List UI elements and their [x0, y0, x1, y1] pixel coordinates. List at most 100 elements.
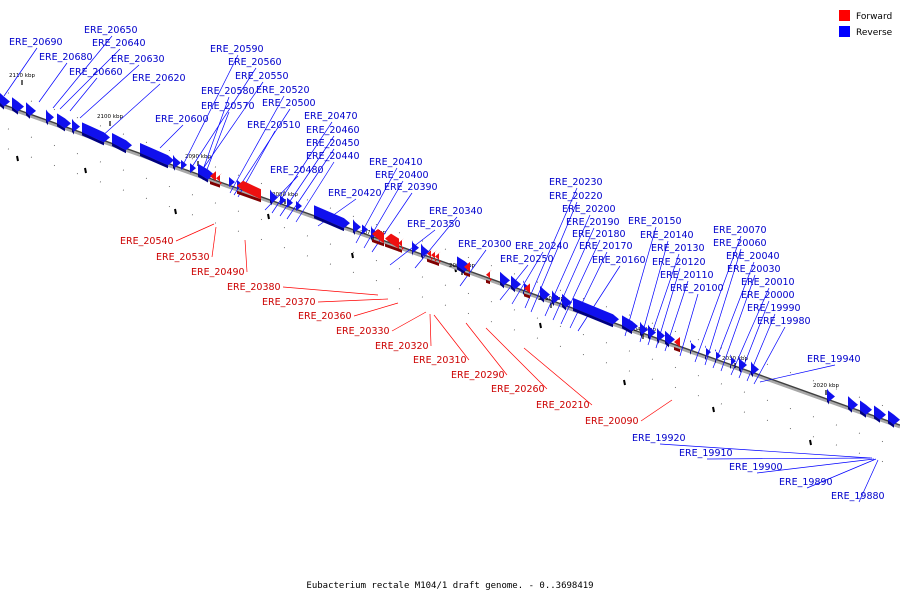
gene-body — [82, 122, 110, 143]
reverse-gene-arrow — [173, 154, 181, 171]
gene-label-ere-19980: ERE_19980 — [757, 316, 811, 327]
gene-label-ere-20450: ERE_20450 — [306, 138, 360, 149]
gene-shadow — [552, 300, 554, 307]
gene-shadow — [657, 337, 659, 344]
gene-shadow — [57, 123, 65, 132]
genome-caption: Eubacterium rectale M104/1 draft genome.… — [306, 581, 593, 591]
reverse-gene-arrow — [523, 280, 529, 296]
kbp-tick-label: 2080 kbp — [272, 192, 298, 198]
gene-body — [181, 157, 187, 170]
gene-body — [540, 286, 550, 300]
gene-body — [412, 240, 419, 253]
leader-ere-20300 — [459, 249, 487, 287]
gene-shadow — [398, 248, 402, 253]
leader-ere-20380 — [282, 286, 379, 296]
forward-legend-swatch — [839, 10, 850, 21]
gene-shadow — [385, 243, 399, 252]
gene-shadow — [464, 271, 470, 278]
gene-label-ere-20350: ERE_20350 — [407, 219, 461, 230]
gene-body — [640, 321, 648, 335]
leader-ere-20560 — [189, 67, 257, 171]
reverse-gene-arrow — [730, 354, 736, 370]
gene-body — [210, 171, 216, 184]
gene-label-ere-20120: ERE_20120 — [652, 257, 706, 268]
gene-body — [435, 251, 441, 263]
gene-shadow — [739, 367, 741, 374]
leader-ere-19880 — [858, 459, 879, 503]
leader-ere-20330 — [391, 311, 427, 332]
legend: Forward Reverse — [839, 10, 893, 38]
gene-label-ere-19990: ERE_19990 — [747, 303, 801, 314]
reverse-gene-arrow — [622, 315, 638, 335]
gene-body — [57, 113, 71, 129]
leader-ere-20400 — [363, 180, 404, 249]
leader-ere-20310 — [433, 314, 470, 361]
forward-gene-arrow — [524, 283, 530, 299]
leader-ere-20690 — [3, 47, 38, 97]
gene-body — [385, 233, 399, 249]
gene-shadow — [412, 250, 413, 256]
gene-label-ere-20500: ERE_20500 — [262, 98, 316, 109]
gene-body — [888, 410, 900, 425]
gene-shadow — [690, 350, 691, 355]
leader-ere-20520 — [229, 95, 285, 194]
gene-label-ere-20210: ERE_20210 — [536, 400, 590, 411]
gene-shadow — [427, 258, 431, 264]
gene-shadow — [523, 290, 524, 296]
gene-label-ere-20150: ERE_20150 — [628, 216, 682, 227]
gene-label-ere-20640: ERE_20640 — [92, 38, 146, 49]
reverse-gene-arrow — [860, 400, 872, 418]
gene-body — [874, 405, 886, 420]
gene-label-ere-20390: ERE_20390 — [384, 182, 438, 193]
gene-label-ere-20660: ERE_20660 — [69, 67, 123, 78]
forward-gene-arrow — [216, 173, 222, 188]
gene-shadow — [573, 307, 613, 328]
gene-body — [524, 283, 530, 296]
gene-label-ere-20260: ERE_20260 — [491, 384, 545, 395]
forward-gene-arrow — [674, 336, 680, 353]
gene-label-ere-20290: ERE_20290 — [451, 370, 505, 381]
leader-ere-20290 — [465, 322, 508, 376]
leader-ere-20440 — [295, 161, 335, 223]
gene-labels: ERE_20690 ERE_20680 ERE_20650 ERE_20640 ERE_… — [9, 25, 885, 502]
gene-body — [464, 261, 470, 275]
leader-ere-20360 — [353, 302, 399, 317]
gene-body — [739, 357, 747, 371]
gene-body — [690, 340, 696, 352]
gene-body — [372, 228, 384, 244]
gene-label-ere-20420: ERE_20420 — [328, 188, 382, 199]
reverse-gene-arrow — [371, 225, 378, 242]
reverse-gene-arrow — [198, 163, 214, 183]
leader-ere-20450 — [286, 148, 335, 220]
reverse-gene-arrow — [573, 297, 619, 328]
leader-ere-20070 — [694, 235, 742, 363]
gene-label-ere-20470: ERE_20470 — [304, 111, 358, 122]
gene-shadow — [210, 181, 216, 187]
forward-gene-arrow — [435, 251, 441, 266]
leader-ere-20600 — [159, 124, 184, 149]
gene-label-ere-20600: ERE_20600 — [155, 114, 209, 125]
gene-shadow — [665, 340, 669, 348]
gene-shadow — [486, 279, 490, 285]
reverse-gene-arrow — [640, 321, 648, 338]
gene-shadow — [353, 229, 355, 236]
reverse-gene-arrow — [540, 286, 550, 303]
gene-shadow — [457, 266, 465, 275]
forward-gene-arrow — [431, 250, 437, 265]
gene-body — [648, 324, 656, 338]
gene-label-ere-19900: ERE_19900 — [729, 462, 783, 473]
reverse-gene-arrow — [314, 205, 350, 232]
gene-body — [237, 180, 261, 200]
gene-shadow — [860, 410, 866, 418]
gene-label-ere-20040: ERE_20040 — [726, 251, 780, 262]
leader-ere-20660 — [69, 77, 98, 112]
forward-gene-arrow — [464, 261, 470, 278]
leader-ere-19940 — [759, 364, 836, 383]
gene-shadow — [371, 235, 372, 242]
reverse-gene-arrow — [421, 243, 429, 260]
reverse-gene-arrow — [562, 293, 572, 311]
gene-body — [296, 198, 302, 211]
gene-body — [190, 160, 196, 174]
leader-ere-20370 — [317, 298, 389, 303]
